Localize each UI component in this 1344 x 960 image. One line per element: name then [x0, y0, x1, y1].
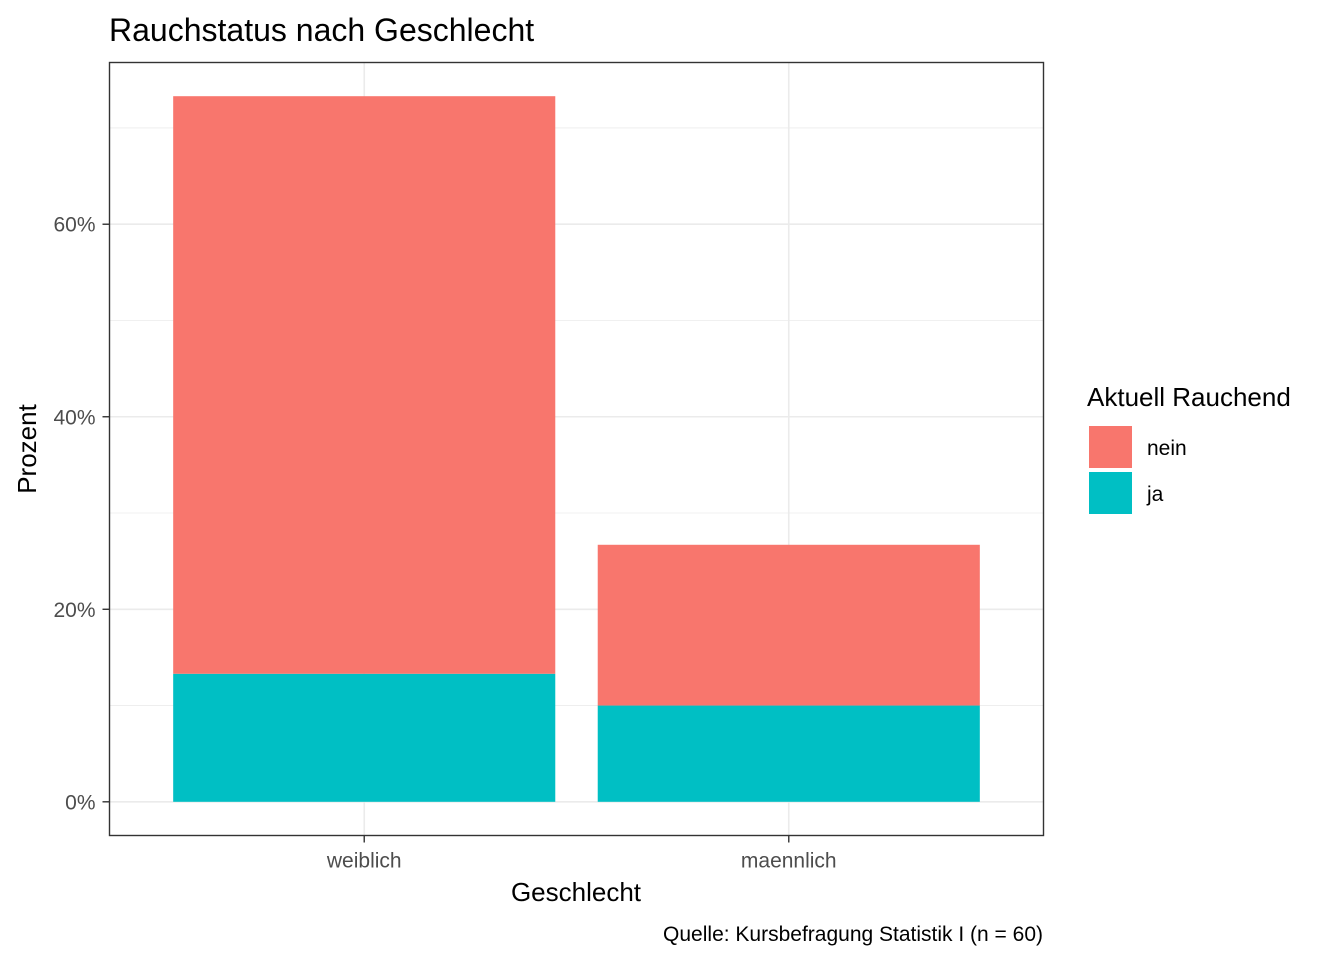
y-tick-label: 60% — [53, 214, 95, 237]
y-axis-title: Prozent — [12, 403, 42, 493]
bar-maennlich-nein — [597, 544, 980, 706]
legend-label-nein: nein — [1147, 437, 1187, 460]
x-tick-label: weiblich — [326, 850, 402, 873]
legend-items: nein ja — [1089, 426, 1187, 514]
legend-key-nein — [1089, 426, 1132, 468]
chart-title: Rauchstatus nach Geschlecht — [109, 12, 534, 48]
bar-weiblich-nein — [173, 96, 556, 674]
legend: Aktuell Rauchend nein ja — [1087, 382, 1291, 514]
y-tick-label: 40% — [53, 406, 95, 429]
x-axis: weiblich maennlich — [326, 835, 837, 873]
plot-border — [108, 61, 1045, 837]
y-tick-label: 0% — [65, 791, 95, 814]
bar-weiblich-ja — [173, 673, 556, 802]
x-tick-label: maennlich — [741, 850, 837, 873]
bar-maennlich-ja — [597, 705, 980, 802]
legend-label-ja: ja — [1146, 483, 1164, 506]
caption: Quelle: Kursbefragung Statistik I (n = 6… — [663, 923, 1043, 946]
y-axis: 0% 20% 40% 60% — [53, 214, 110, 814]
bars — [173, 96, 980, 802]
x-axis-title: Geschlecht — [511, 877, 642, 907]
legend-title: Aktuell Rauchend — [1087, 382, 1291, 412]
y-tick-label: 20% — [53, 599, 95, 622]
legend-key-ja — [1089, 472, 1132, 514]
